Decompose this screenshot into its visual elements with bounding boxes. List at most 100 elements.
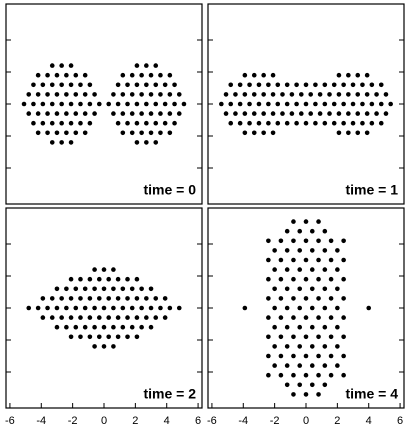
point — [125, 315, 130, 320]
point — [360, 101, 365, 107]
point — [272, 286, 277, 292]
point — [364, 92, 370, 97]
point — [322, 120, 328, 126]
point — [313, 120, 318, 126]
point — [322, 382, 328, 388]
point — [316, 315, 321, 320]
point — [106, 334, 112, 340]
point — [297, 363, 303, 368]
point — [134, 296, 140, 301]
point — [78, 296, 83, 301]
point — [134, 120, 140, 126]
point — [167, 92, 173, 97]
point — [341, 353, 346, 359]
point — [35, 305, 41, 311]
point — [134, 334, 140, 340]
point — [49, 120, 55, 126]
point — [270, 72, 276, 78]
point — [278, 334, 284, 340]
point — [291, 257, 296, 263]
point — [176, 111, 182, 116]
point — [350, 101, 356, 107]
point — [317, 111, 323, 116]
point — [148, 92, 154, 97]
point — [303, 372, 309, 378]
point — [158, 305, 163, 311]
point — [78, 82, 83, 88]
point — [101, 305, 107, 311]
point — [111, 92, 116, 97]
point — [328, 238, 334, 244]
point — [291, 392, 296, 397]
point — [45, 130, 50, 136]
point — [289, 111, 295, 116]
point — [54, 305, 60, 311]
point — [59, 120, 64, 126]
point — [336, 111, 342, 116]
point — [284, 363, 290, 368]
point — [280, 92, 285, 97]
point — [284, 305, 290, 311]
point — [272, 248, 277, 253]
point — [355, 130, 361, 136]
point — [316, 276, 321, 282]
point — [309, 286, 315, 292]
point — [115, 315, 121, 320]
point — [162, 315, 168, 320]
point — [366, 305, 372, 311]
point — [49, 63, 55, 68]
point — [346, 92, 351, 97]
point — [92, 324, 97, 330]
point — [272, 344, 277, 349]
point — [383, 111, 389, 116]
point — [54, 286, 60, 292]
point — [82, 130, 88, 136]
point — [242, 92, 248, 97]
point — [317, 92, 323, 97]
point — [247, 101, 252, 107]
point — [26, 92, 32, 97]
point — [335, 305, 340, 311]
point — [278, 296, 284, 301]
point — [242, 111, 248, 116]
point — [272, 305, 277, 311]
point — [115, 101, 121, 107]
point — [247, 82, 252, 88]
point — [291, 353, 296, 359]
point — [251, 111, 257, 116]
point — [309, 305, 315, 311]
point — [309, 267, 315, 272]
point — [92, 111, 97, 116]
point — [233, 111, 238, 116]
point — [284, 344, 290, 349]
point — [284, 324, 290, 330]
point — [322, 344, 328, 349]
point — [270, 92, 276, 97]
point — [278, 315, 284, 320]
point — [35, 130, 41, 136]
point — [328, 334, 334, 340]
point — [383, 92, 389, 97]
point — [64, 305, 69, 311]
point — [134, 315, 140, 320]
point — [64, 324, 69, 330]
point — [272, 324, 277, 330]
point — [284, 120, 290, 126]
point — [284, 228, 290, 234]
point — [78, 334, 83, 340]
point — [120, 130, 126, 136]
point — [129, 324, 135, 330]
point — [125, 334, 130, 340]
point — [336, 72, 342, 78]
point — [139, 324, 144, 330]
point — [364, 111, 370, 116]
point — [346, 72, 351, 78]
point — [266, 353, 271, 359]
point — [31, 82, 36, 88]
point — [322, 363, 328, 368]
point — [54, 130, 60, 136]
point — [355, 92, 361, 97]
point — [341, 334, 346, 340]
point — [167, 72, 173, 78]
point — [92, 286, 97, 292]
